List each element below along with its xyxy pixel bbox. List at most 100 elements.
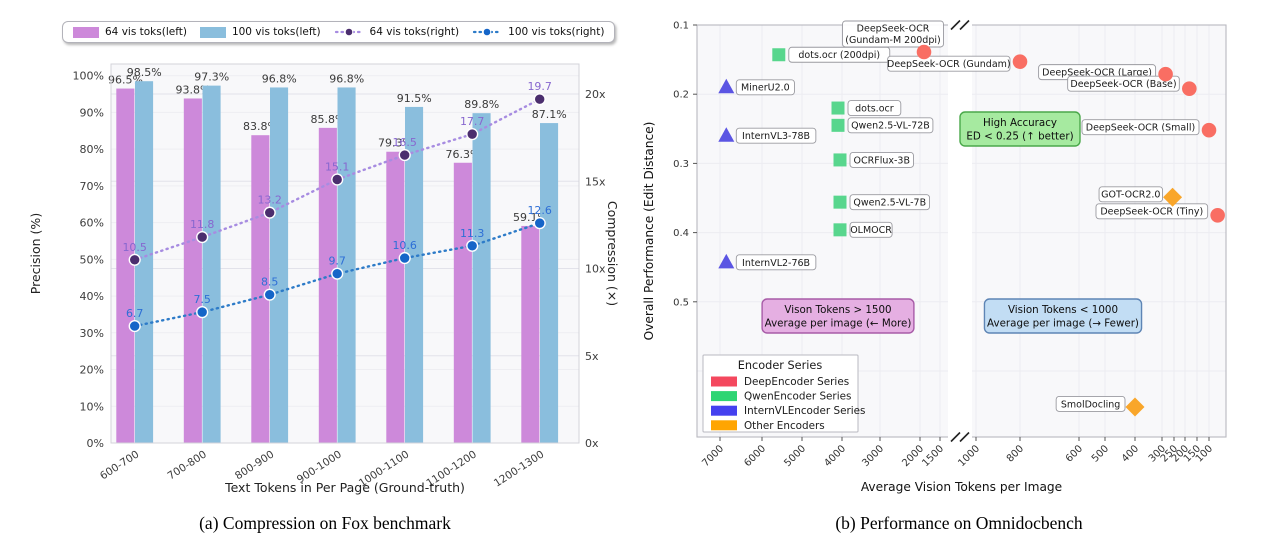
point-deepseek-ocr-small xyxy=(1201,122,1217,138)
line-marker xyxy=(196,306,209,319)
bar xyxy=(135,81,154,443)
charts-canvas: 96.5%93.8%83.8%85.8%79.3%76.3%59.1%98.5%… xyxy=(28,19,1227,495)
line-series-64-vis-toks-right: 10.5 11.8 13.2 15.1 16.5 17.7 19.7 xyxy=(122,80,552,266)
bar-value-label: 85.8% xyxy=(311,113,346,126)
axis-break-band xyxy=(948,23,972,439)
point-mineru2-0 xyxy=(718,78,735,94)
y-tick-left: 0% xyxy=(87,437,104,450)
y-tick: 0.2 xyxy=(673,90,689,101)
label-qwen2-5-vl-7b: Qwen2.5-VL-7B xyxy=(849,194,931,211)
caption-a: (a) Compression on Fox benchmark xyxy=(199,513,451,533)
x-tick: 1500 xyxy=(920,443,946,469)
svg-text:OCRFlux-3B: OCRFlux-3B xyxy=(854,155,910,166)
line-marker xyxy=(128,319,141,333)
bar-value-label: 93.8% xyxy=(176,83,211,96)
label-mineru2-0: MinerU2.0 xyxy=(735,79,795,96)
legend-item-100-vis-toks-left: 100 vis toks(left) xyxy=(199,26,321,38)
svg-text:Qwen2.5-VL-7B: Qwen2.5-VL-7B xyxy=(853,198,926,209)
line-value-label: 11.8 xyxy=(190,218,215,231)
bar xyxy=(405,106,424,443)
line-value-label: 11.3 xyxy=(460,227,485,240)
line-marker xyxy=(196,230,209,244)
fox-chart: 96.5%93.8%83.8%85.8%79.3%76.3%59.1%98.5%… xyxy=(28,63,620,495)
bar xyxy=(251,135,270,443)
svg-text:DeepSeek-OCR (Base): DeepSeek-OCR (Base) xyxy=(1070,79,1176,90)
axis-break-marks xyxy=(950,19,970,443)
bar xyxy=(472,113,491,443)
line-value-label: 10.6 xyxy=(392,239,417,252)
legend-swatch-other xyxy=(711,420,737,431)
legend-item-64-vis-toks-left: 64 vis toks(left) xyxy=(73,26,187,38)
svg-text:MinerU2.0: MinerU2.0 xyxy=(741,83,790,94)
y-tick-right: 20x xyxy=(585,88,606,101)
legend-swatch-deep xyxy=(711,376,737,387)
label-deepseek-ocr-gundam: DeepSeek-OCR (Gundam) xyxy=(887,55,1011,72)
point-deepseek-ocr-large xyxy=(1158,66,1173,82)
point-ocrflux-3b xyxy=(833,153,847,167)
bar xyxy=(540,123,559,444)
y-tick-right: 10x xyxy=(585,263,606,276)
bar-value-label: 98.5% xyxy=(127,66,162,79)
line-marker xyxy=(263,288,276,301)
x-tick: 600 xyxy=(1064,443,1085,464)
y-tick-left: 30% xyxy=(80,327,104,340)
point-internvl2-76b xyxy=(718,253,735,269)
svg-text:SmolDocling: SmolDocling xyxy=(1061,399,1120,410)
label-smoldocling: SmolDocling xyxy=(1055,396,1126,412)
legend-item-label: 64 vis toks(left) xyxy=(105,26,187,38)
label-got-ocr2-0: GOT-OCR2.0 xyxy=(1098,186,1164,203)
line-series-100-vis-toks-right: 6.7 7.5 8.5 9.7 10.6 11.3 12.6 xyxy=(126,204,552,333)
svg-text:GOT-OCR2.0: GOT-OCR2.0 xyxy=(1101,190,1160,201)
svg-text:dots.ocr: dots.ocr xyxy=(855,103,894,114)
label-deepseek-ocr-base: DeepSeek-OCR (Base) xyxy=(1067,75,1180,92)
label-qwen2-5-vl-72b: Qwen2.5-VL-72B xyxy=(847,117,934,134)
x-tick: 600-700 xyxy=(98,448,141,482)
point-got-ocr2-0 xyxy=(1163,187,1183,207)
y-tick-left: 90% xyxy=(80,106,104,119)
bar xyxy=(318,127,337,443)
y-axis-title-left: Precision (%) xyxy=(28,213,43,294)
bar-value-label: 76.3% xyxy=(446,148,481,161)
point-dots-ocr-200dpi xyxy=(772,48,786,62)
y-tick-right: 5x xyxy=(585,350,599,363)
annotation-text: Vison Tokens > 1500 xyxy=(784,304,891,316)
y-tick-left: 50% xyxy=(80,253,104,266)
x-tick: 7000 xyxy=(700,443,726,469)
bar-value-label: 97.3% xyxy=(194,71,229,84)
x-tick: 700-800 xyxy=(166,448,209,482)
legend-line-swatch xyxy=(473,27,502,37)
y-tick: 0.4 xyxy=(673,228,689,239)
svg-text:InternVL3-78B: InternVL3-78B xyxy=(742,131,810,142)
line-value-label: 13.2 xyxy=(257,194,282,207)
label-deepseek-ocr-small: DeepSeek-OCR (Small) xyxy=(1081,119,1200,136)
point-deepseek-ocr-tiny xyxy=(1210,208,1225,223)
bar xyxy=(116,88,135,444)
line-marker xyxy=(398,251,411,265)
legend-line-swatch xyxy=(334,27,363,37)
bar-value-label: 79.3% xyxy=(378,137,413,150)
legend-bar-swatch xyxy=(199,26,226,38)
line-marker xyxy=(263,206,276,219)
line-marker xyxy=(533,93,546,106)
point-smoldocling xyxy=(1125,397,1145,417)
point-deepseek-ocr-gundam xyxy=(1012,54,1028,69)
line-marker xyxy=(128,253,141,266)
plot-border xyxy=(110,63,580,444)
fox-legend: 64 vis toks(left) 100 vis toks(left) 64 vi… xyxy=(62,21,616,43)
bar xyxy=(453,162,472,443)
y-tick-left: 40% xyxy=(80,290,104,303)
annotation-text: ED < 0.25 (↑ better) xyxy=(966,130,1073,142)
x-tick: 1000 xyxy=(956,443,982,469)
legend-entry-label: QwenEncoder Series xyxy=(744,391,851,403)
line-marker xyxy=(466,239,479,252)
y-tick: 0.5 xyxy=(673,297,689,308)
bar xyxy=(202,85,221,444)
svg-text:DeepSeek-OCR (Large): DeepSeek-OCR (Large) xyxy=(1042,68,1152,79)
svg-text:dots.ocr (200dpi): dots.ocr (200dpi) xyxy=(798,50,880,61)
legend-item-100-vis-toks-right: 100 vis toks(right) xyxy=(472,26,604,38)
